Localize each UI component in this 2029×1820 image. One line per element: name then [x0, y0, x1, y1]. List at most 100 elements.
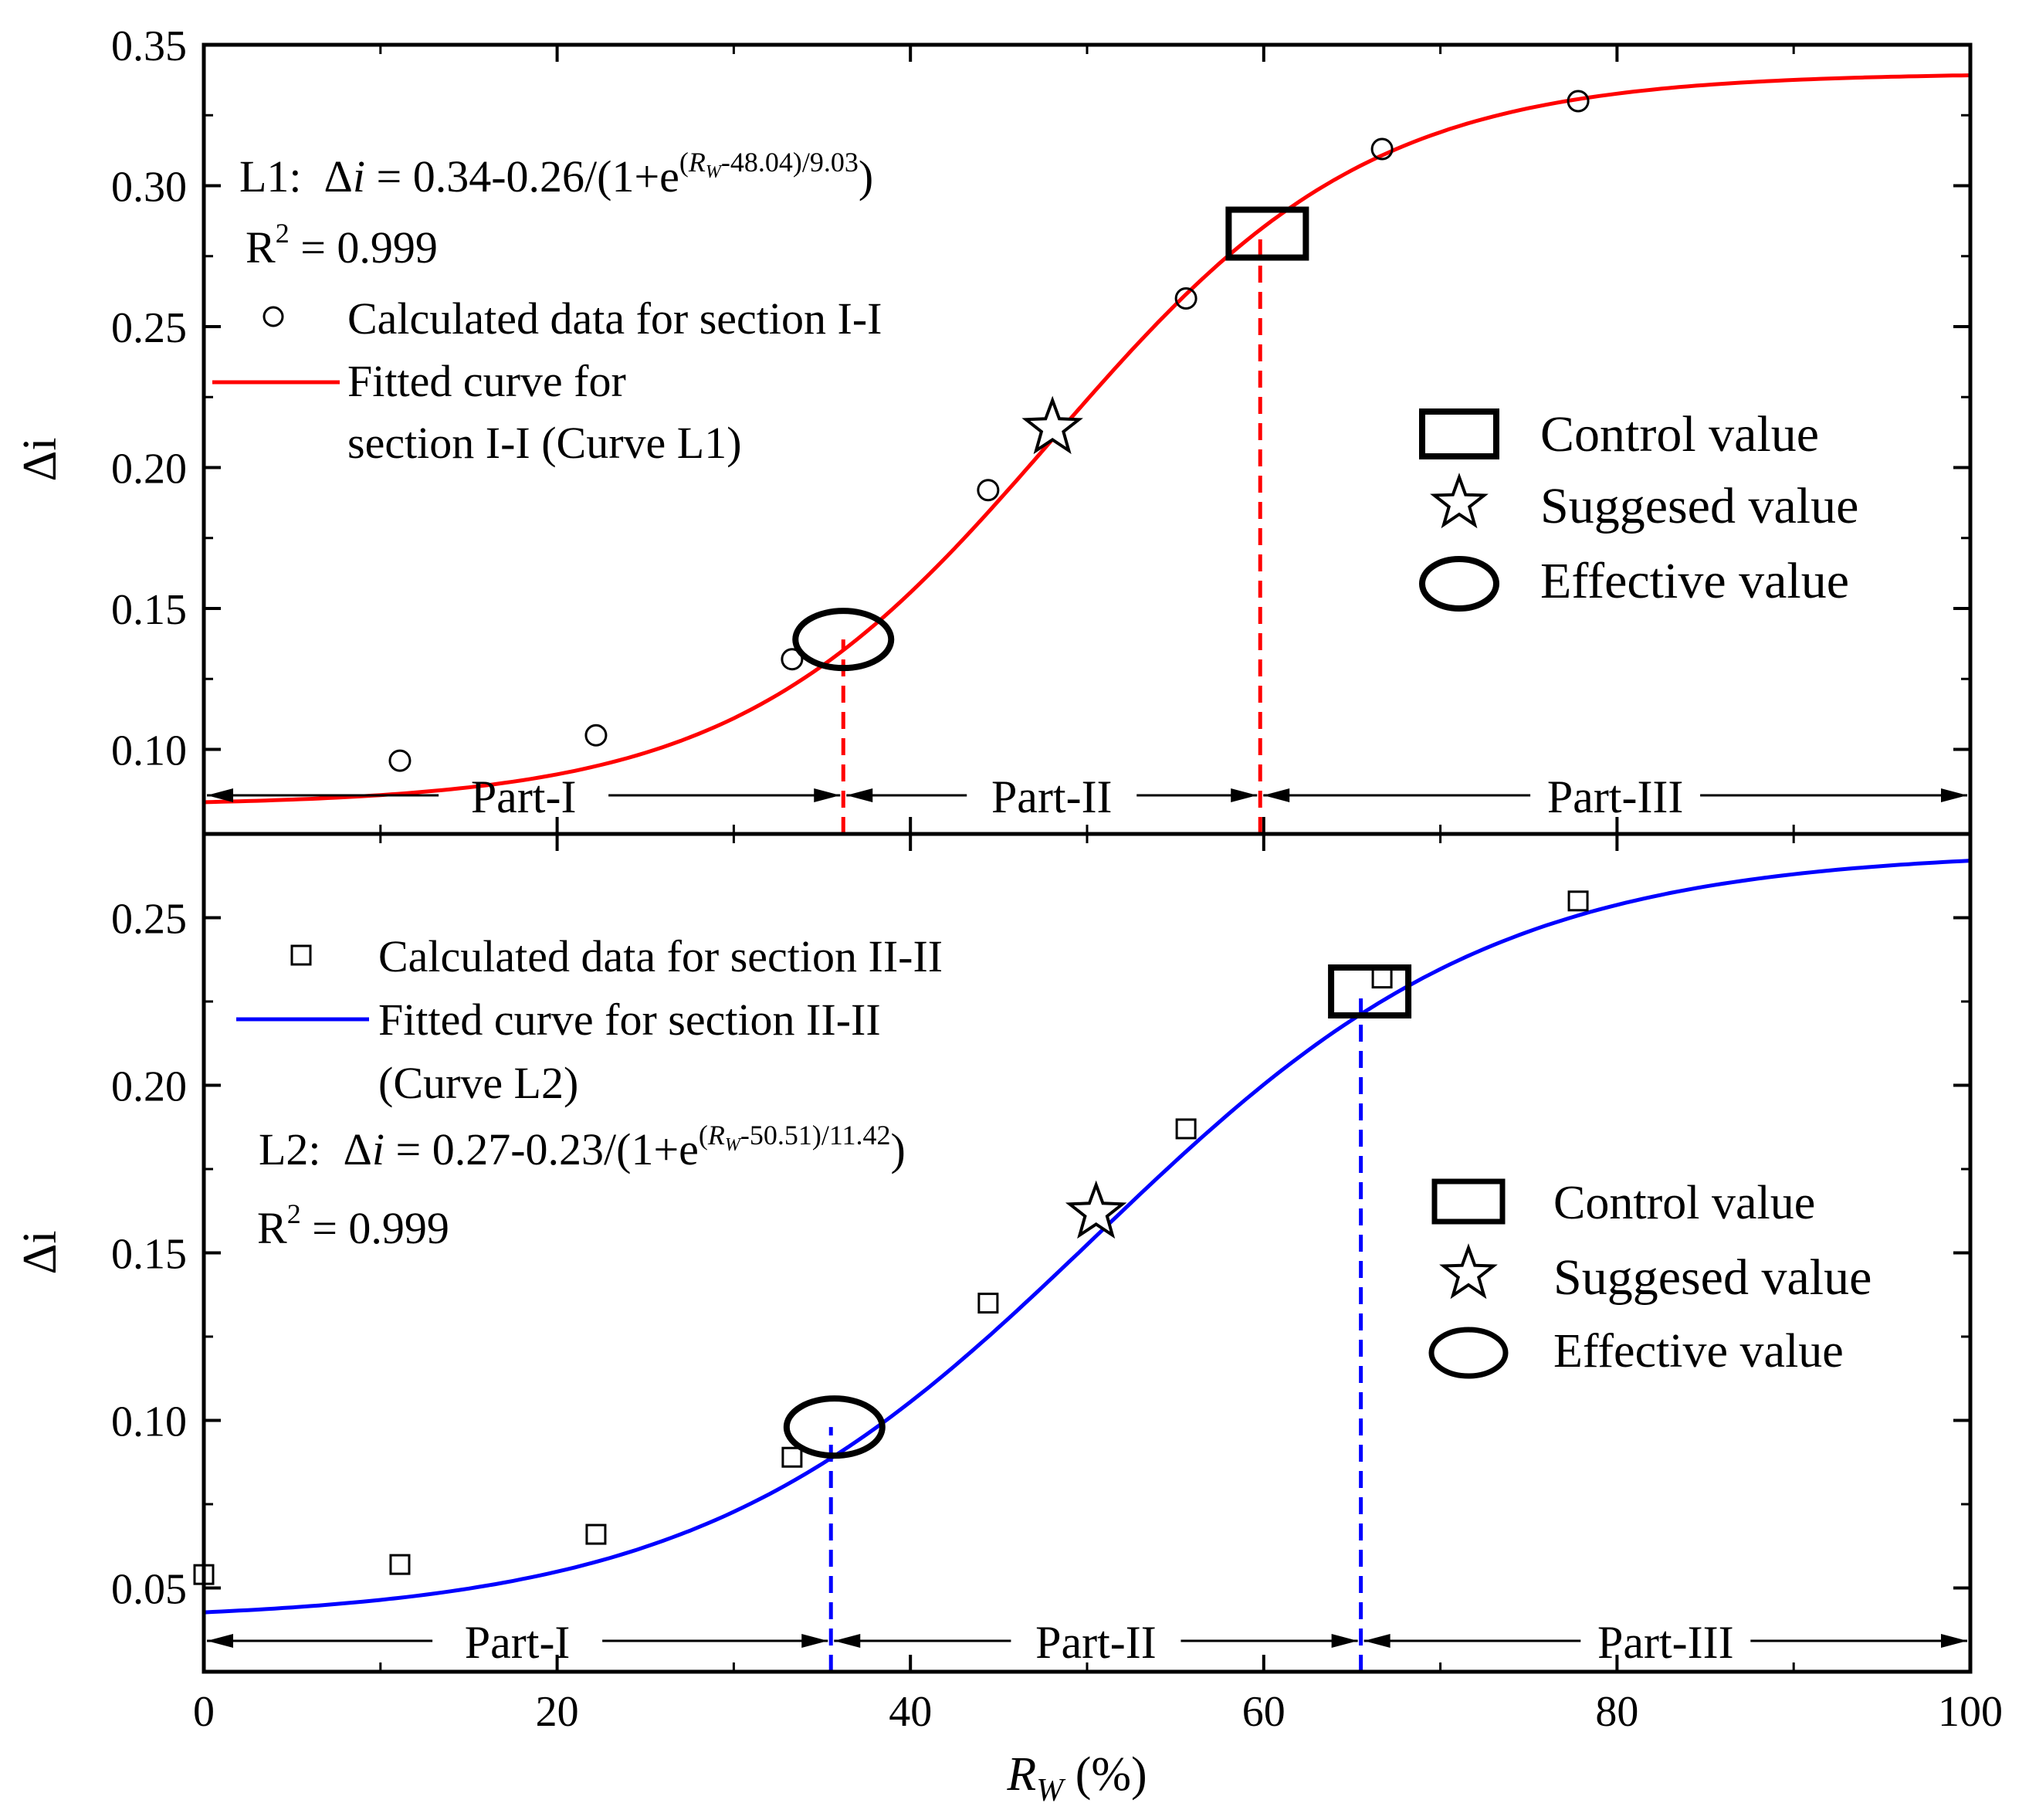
bottom-markers: [783, 964, 1412, 1459]
top-part-1-right-arrowhead: [814, 788, 841, 802]
bottom-legend-fit-label-1: Fitted curve for section II-II: [378, 995, 881, 1045]
top-ytick-label: 0.25: [111, 304, 187, 352]
bottom-legend-suggested: Suggesed value: [1553, 1249, 1871, 1306]
top-part-arrows: Part-I Part-II Part-III: [207, 771, 1967, 822]
bottom-legend-data-label: Calculated data for section II-II: [378, 931, 943, 981]
bottom-eq-sup-sub: W: [725, 1135, 742, 1155]
top-ytick-label: 0.15: [111, 586, 187, 634]
bottom-part-label: Part-III: [1597, 1617, 1734, 1668]
x-axis-title-var: R: [1006, 1748, 1036, 1801]
top-legend-fit-label-2: section I-I (Curve L1): [347, 418, 742, 468]
top-legend-control: Control value: [1540, 406, 1819, 463]
top-equation: L1: Δi = 0.34-0.26/(1+e(RW-48.04)/9.03): [239, 147, 873, 202]
bottom-ytick-label: 0.25: [111, 896, 187, 944]
bottom-legend-fit-label-2: (Curve L2): [378, 1058, 578, 1108]
top-dashed-lines: [841, 233, 1262, 834]
top-legend-rect-icon: [1419, 408, 1499, 459]
bottom-y-ticks: 0.05 0.10 0.15 0.20 0.25: [111, 896, 1970, 1614]
bottom-part-2-left-arrowhead: [834, 1634, 861, 1648]
top-part-label: Part-II: [991, 771, 1113, 822]
top-eq-delta: Δ: [324, 151, 353, 202]
top-eq-sup-sub: W: [706, 162, 723, 182]
top-eq-prefix: L1:: [239, 151, 324, 202]
top-eq-sup-var: R: [688, 147, 706, 178]
top-ytick-label: 0.30: [111, 164, 187, 212]
top-y-ticks: 0.10 0.15 0.20 0.25 0.30 0.35: [111, 22, 1970, 775]
bottom-legend-star-icon: [1439, 1243, 1498, 1300]
top-r2-rest: = 0.999: [290, 222, 438, 273]
bottom-data-point: [389, 1554, 411, 1575]
bottom-part-3-right-arrowhead: [1941, 1634, 1967, 1648]
top-part-1-left-arrowhead: [207, 788, 233, 802]
top-ytick-label: 0.10: [111, 727, 187, 775]
bottom-part-3-left-arrowhead: [1363, 1634, 1390, 1648]
bottom-data-point: [585, 1523, 607, 1545]
top-eq-close: ): [859, 151, 873, 202]
x-tick-label: 20: [536, 1688, 579, 1736]
top-eq-sup-rest: -48.04)/9.03: [721, 147, 859, 178]
top-eq-sup-open: (: [679, 147, 689, 178]
bottom-dashed-lines: [828, 991, 1363, 1672]
top-eq-var: i: [353, 151, 365, 202]
bottom-data-point: [781, 1446, 803, 1468]
top-part-3-left-arrowhead: [1263, 788, 1290, 802]
x-tick-label: 0: [193, 1688, 215, 1736]
bottom-y-axis-title: Δi: [14, 1230, 66, 1274]
bottom-plot-frame: [202, 832, 1973, 1674]
top-suggested-star: [1021, 395, 1083, 455]
bottom-effective-ellipse: [783, 1395, 886, 1459]
bottom-part-label: Part-I: [465, 1617, 571, 1668]
top-panel: 0.100.150.200.250.300.35 Part-I Part-II Pa…: [14, 22, 1973, 836]
top-data-point: [1370, 137, 1394, 161]
top-eq-mid: = 0.34-0.26/(1+e: [365, 151, 679, 202]
bottom-part-arrows: Part-I Part-II Part-III: [207, 1617, 1967, 1668]
bottom-ytick-label: 0.20: [111, 1063, 187, 1111]
top-legend-ellipse-icon: [1419, 556, 1499, 612]
x-tick-label: 60: [1242, 1688, 1285, 1736]
top-legend-suggested: Suggesed value: [1540, 478, 1858, 534]
x-tick-label: 80: [1595, 1688, 1638, 1736]
bottom-fitted-curve: [203, 859, 1971, 1615]
x-tick-label: 40: [889, 1688, 932, 1736]
top-ytick-label: 0.20: [111, 446, 187, 493]
bottom-part-label: Part-II: [1035, 1617, 1157, 1668]
top-r2-exp: 2: [276, 218, 290, 249]
top-part-label: Part-III: [1547, 771, 1684, 822]
bottom-ytick-label: 0.05: [111, 1566, 187, 1614]
top-data-point: [584, 724, 608, 747]
bottom-eq-sup-rest: -50.51)/11.42: [740, 1120, 891, 1151]
bottom-eq-var: i: [372, 1124, 384, 1174]
top-control-rect: [1225, 206, 1309, 261]
top-data-points: [388, 90, 1590, 772]
x-tick-label: 100: [1938, 1688, 2003, 1736]
bottom-legend-effective: Effective value: [1553, 1325, 1844, 1378]
bottom-part-1-left-arrowhead: [207, 1634, 233, 1648]
top-part-2-left-arrowhead: [846, 788, 873, 802]
top-r2: R2 = 0.999: [246, 218, 438, 273]
bottom-panel: 0.05 0.10 0.15 0.20 0.25 0 20 40 60 80 100 Part-I…: [14, 832, 2003, 1808]
bottom-data-point: [977, 1293, 999, 1314]
x-axis-title-rest: (%): [1063, 1748, 1147, 1801]
bottom-data-point: [1175, 1118, 1197, 1140]
bottom-eq-sup-open: (: [699, 1120, 708, 1151]
bottom-r2: R2 = 0.999: [257, 1198, 449, 1253]
top-fitted-curve: [203, 73, 1971, 805]
bottom-legend-rect-icon: [1431, 1178, 1506, 1225]
bottom-y-axis-title-text: Δi: [14, 1230, 66, 1274]
bottom-eq-prefix: L2:: [259, 1124, 344, 1174]
bottom-data-point: [1567, 890, 1589, 912]
top-legend-data-label: Calculated data for section I-I: [347, 293, 882, 344]
top-ytick-label: 0.35: [111, 22, 187, 70]
bottom-suggested-star: [1065, 1180, 1127, 1239]
bottom-eq-delta: Δ: [344, 1124, 372, 1174]
top-data-point: [388, 749, 412, 772]
bottom-r2-rest: = 0.999: [301, 1203, 449, 1253]
bottom-legend-ellipse-icon: [1428, 1327, 1509, 1379]
top-effective-ellipse: [792, 608, 895, 672]
bottom-part-2-right-arrowhead: [1331, 1634, 1358, 1648]
bottom-legend-square-icon: [290, 944, 312, 966]
top-legend-circle-icon: [263, 306, 284, 327]
bottom-control-rect: [1328, 964, 1412, 1018]
